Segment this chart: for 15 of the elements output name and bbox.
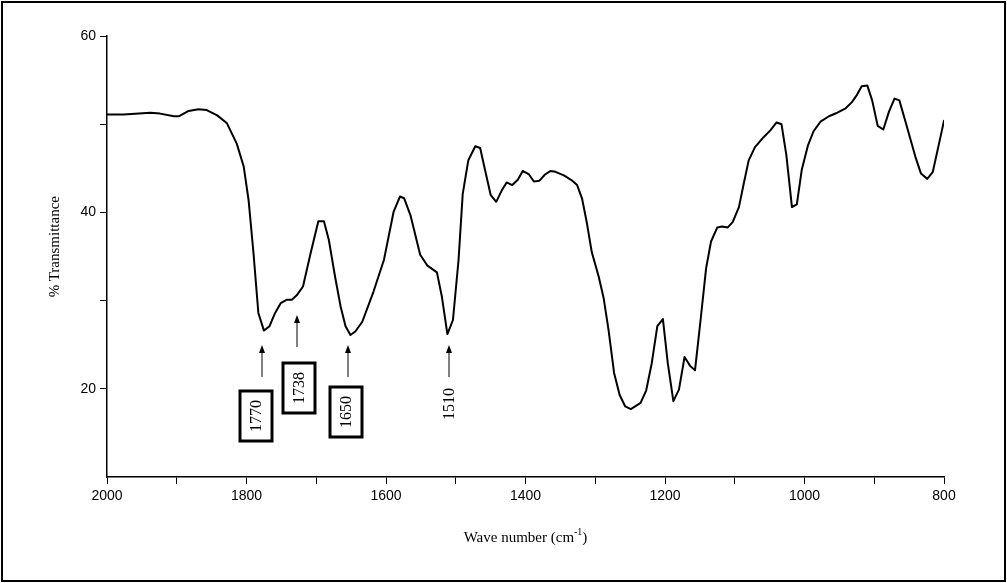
- annotation: 1770: [247, 400, 265, 432]
- y-tick-label: 60: [80, 26, 97, 43]
- annotation: 1738: [290, 372, 308, 404]
- y-axis-title: % Transmittance: [45, 195, 62, 298]
- y-tick-label: 20: [80, 379, 97, 396]
- annotation: 1650: [337, 396, 355, 428]
- x-tick-label: 1200: [649, 487, 681, 504]
- annotation: 1510: [440, 388, 458, 420]
- x-tick-label: 1400: [509, 487, 542, 504]
- x-tick-label: 800: [932, 487, 956, 504]
- y-tick-label: 40: [80, 203, 97, 220]
- x-tick-label: 1800: [230, 487, 263, 504]
- x-tick-label: 1000: [788, 487, 821, 504]
- x-tick-label: 1600: [370, 487, 402, 504]
- x-tick-label: 2000: [91, 487, 123, 504]
